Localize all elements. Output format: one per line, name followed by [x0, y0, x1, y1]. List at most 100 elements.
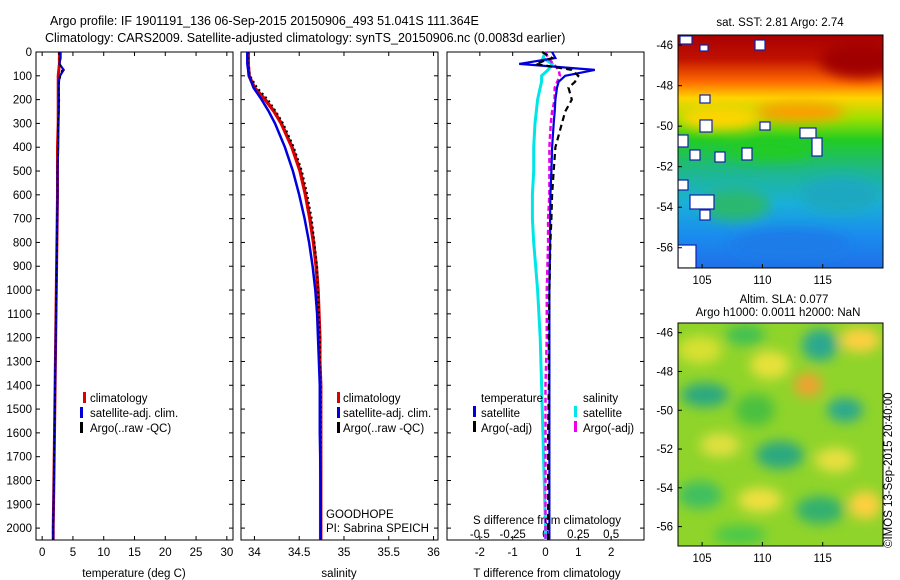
salinity-axes — [240, 51, 439, 541]
sst-map-image — [678, 35, 883, 268]
legend-argo-swatch — [337, 422, 340, 433]
y-tick-label: 1300 — [6, 356, 32, 368]
legend-climatology-swatch — [337, 392, 340, 403]
x-tick-label: 35 — [338, 547, 351, 559]
x-tick-label: 2 — [608, 547, 614, 559]
y-tick-label: -56 — [656, 243, 673, 255]
y-tick-label: 500 — [13, 166, 32, 178]
temperature-satellite-line — [52, 52, 66, 540]
difference-xlabel: T difference from climatology — [473, 568, 620, 580]
y-tick-label: 300 — [13, 118, 32, 130]
legend-s-satellite-swatch — [574, 406, 577, 417]
salinity-satellite-line — [246, 52, 322, 540]
temperature-argo-line — [52, 51, 63, 540]
x-tick-label: 115 — [814, 275, 832, 287]
y-tick-label: -52 — [656, 162, 673, 174]
legend-t-argo-label: Argo(-adj) — [481, 423, 532, 435]
y-tick-label: 1200 — [6, 333, 32, 345]
legend-climatology-label: climatology — [343, 393, 401, 405]
x-tick-label: 15 — [128, 547, 141, 559]
y-tick-label: -50 — [656, 121, 673, 133]
y-tick-label: 100 — [13, 71, 32, 83]
legend-t-satellite-swatch — [473, 406, 476, 417]
s-tick-label: -0.25 — [500, 529, 526, 541]
difference-top-label: S difference from climatology — [473, 515, 621, 527]
y-tick-label: 1100 — [7, 309, 32, 321]
legend-satellite-label: satellite-adj. clim. — [343, 408, 431, 420]
x-tick-label: 35.5 — [378, 547, 400, 559]
y-tick-label: -46 — [656, 328, 673, 340]
sst-map: sat. SST: 2.81 Argo: 2.74 — [656, 17, 884, 287]
sla-map-frame — [677, 322, 884, 547]
sla-map-image — [678, 323, 883, 546]
x-tick-label: -2 — [475, 547, 485, 559]
legend-climatology-swatch — [83, 392, 86, 403]
y-tick-label: -54 — [656, 483, 673, 495]
x-tick-label: 105 — [693, 275, 712, 287]
sla-map-title2: Argo h1000: 0.0011 h2000: NaN — [696, 307, 861, 319]
salinity-argo-line — [247, 52, 322, 540]
difference-panel: -2 -1 0 1 2 -0.5 -0.25 0 0.25 0.5 S difference f… — [446, 51, 645, 580]
y-tick-label: 1000 — [6, 285, 32, 297]
x-tick-label: -1 — [508, 547, 518, 559]
salinity-legend: climatology satellite-adj. clim. Argo(..… — [337, 392, 431, 435]
y-tick-label: 1600 — [6, 428, 32, 440]
x-tick-label: 5 — [70, 547, 76, 559]
x-tick-label: 1 — [575, 547, 581, 559]
x-tick-label: 20 — [159, 547, 172, 559]
temperature-lines — [51, 51, 66, 540]
header-line1: Argo profile: IF 1901191_136 06-Sep-2015… — [50, 14, 479, 28]
legend-s-satellite-label: satellite — [583, 408, 622, 420]
temperature-x-ticks: 0 5 10 15 20 25 30 — [39, 52, 233, 559]
sst-map-y-ticks: -46 -48 -50 -52 -54 -56 — [656, 40, 682, 255]
salinity-note-project: GOODHOPE — [326, 509, 394, 521]
y-tick-label: 200 — [13, 95, 32, 107]
sla-map: Altim. SLA: 0.077 Argo h1000: 0.0011 h20… — [656, 294, 884, 565]
y-tick-label: -46 — [656, 40, 673, 52]
legend-climatology-label: climatology — [90, 393, 148, 405]
sla-map-x-ticks: 105 110 115 — [693, 542, 832, 565]
s-tick-label: 0.5 — [603, 529, 619, 541]
x-tick-label: 0 — [39, 547, 45, 559]
y-tick-label: 0 — [26, 47, 32, 59]
x-tick-label: 36 — [427, 547, 440, 559]
y-tick-label: -48 — [656, 366, 673, 378]
legend-t-satellite-label: satellite — [481, 408, 520, 420]
y-tick-label: 1900 — [6, 499, 32, 511]
legend-t-argo-swatch — [473, 421, 476, 432]
legend-salinity-head: salinity — [583, 393, 618, 405]
y-tick-label: 400 — [13, 142, 32, 154]
diff-salinity-argo-line — [544, 51, 562, 540]
legend-argo-label: Argo(..raw -QC) — [343, 423, 424, 435]
sla-map-title1: Altim. SLA: 0.077 — [740, 294, 829, 306]
legend-argo-label: Argo(..raw -QC) — [90, 423, 171, 435]
legend-argo-swatch — [80, 422, 83, 433]
temperature-panel: 0100200300400500600700800900100011001200… — [6, 47, 234, 580]
legend-s-argo-swatch — [574, 421, 577, 432]
difference-y-ticks — [447, 51, 644, 529]
legend-s-argo-label: Argo(-adj) — [583, 423, 634, 435]
y-tick-label: -48 — [656, 81, 673, 93]
x-tick-label: 34 — [248, 547, 261, 559]
salinity-note-pi: PI: Sabrina SPEICH — [326, 523, 429, 535]
legend-satellite-swatch — [80, 407, 83, 418]
legend-satellite-label: satellite-adj. clim. — [90, 408, 178, 420]
salinity-y-ticks — [241, 51, 438, 529]
y-tick-label: 1700 — [6, 452, 32, 464]
temperature-legend: climatology satellite-adj. clim. Argo(..… — [80, 392, 178, 435]
x-tick-label: 10 — [97, 547, 110, 559]
legend-satellite-swatch — [337, 407, 340, 418]
y-tick-label: -56 — [656, 522, 673, 534]
y-tick-label: 800 — [13, 237, 32, 249]
diff-temperature-argo-line — [531, 51, 580, 540]
legend-temperature-head: temperature — [481, 393, 543, 405]
y-tick-label: 600 — [13, 190, 32, 202]
difference-lines — [519, 51, 596, 540]
temperature-y-ticks: 0 100 200 300 400 500 600 700 800 900 1000 1100 1200… — [6, 47, 233, 535]
salinity-lines — [246, 52, 323, 540]
s-tick-label: 0.25 — [567, 529, 589, 541]
y-tick-label: -50 — [656, 405, 673, 417]
salinity-xlabel: salinity — [321, 568, 356, 580]
difference-axes — [446, 51, 645, 541]
